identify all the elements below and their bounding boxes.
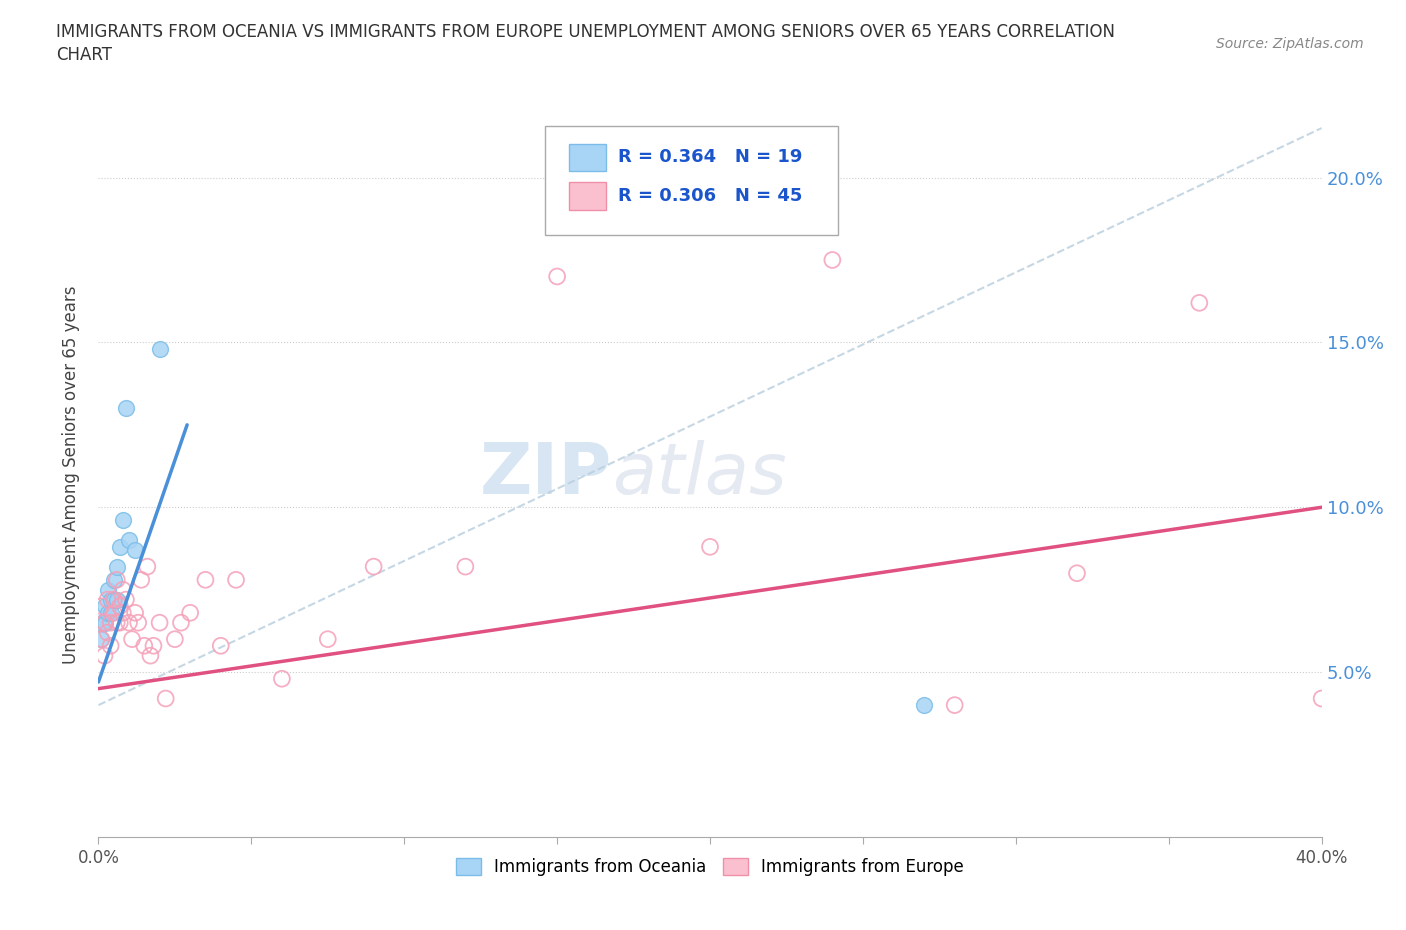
FancyBboxPatch shape bbox=[569, 182, 606, 209]
Point bbox=[1188, 296, 1211, 311]
Text: ZIP: ZIP bbox=[479, 440, 612, 509]
Point bbox=[912, 698, 935, 712]
Point bbox=[90, 599, 112, 614]
Point bbox=[103, 592, 125, 607]
Point bbox=[115, 401, 138, 416]
Point bbox=[103, 572, 125, 587]
Point bbox=[111, 582, 134, 597]
Text: atlas: atlas bbox=[612, 440, 787, 509]
Point bbox=[699, 539, 721, 554]
Point bbox=[97, 592, 120, 607]
Point bbox=[363, 559, 385, 574]
Point bbox=[121, 631, 143, 646]
Point bbox=[149, 616, 172, 631]
Point bbox=[103, 605, 125, 620]
Point bbox=[93, 599, 115, 614]
Point bbox=[136, 559, 159, 574]
Point bbox=[163, 631, 186, 646]
Point bbox=[179, 605, 201, 620]
Point bbox=[155, 691, 177, 706]
Point bbox=[108, 616, 131, 631]
Point bbox=[118, 616, 141, 631]
Point bbox=[100, 638, 122, 653]
Point bbox=[105, 572, 128, 587]
Point bbox=[90, 616, 112, 631]
Point bbox=[100, 605, 122, 620]
Point bbox=[821, 253, 844, 268]
FancyBboxPatch shape bbox=[546, 126, 838, 235]
Point bbox=[139, 648, 162, 663]
Point bbox=[90, 631, 112, 646]
Point bbox=[124, 543, 146, 558]
Point bbox=[105, 616, 128, 631]
Point bbox=[225, 572, 247, 587]
Point bbox=[1066, 565, 1088, 580]
Point bbox=[93, 616, 115, 631]
Point bbox=[129, 572, 152, 587]
Point bbox=[149, 341, 172, 356]
Text: Source: ZipAtlas.com: Source: ZipAtlas.com bbox=[1216, 37, 1364, 51]
Point bbox=[209, 638, 232, 653]
Point bbox=[108, 599, 131, 614]
Point bbox=[134, 638, 156, 653]
Point bbox=[454, 559, 477, 574]
Y-axis label: Unemployment Among Seniors over 65 years: Unemployment Among Seniors over 65 years bbox=[62, 286, 80, 663]
Point bbox=[93, 616, 115, 631]
Point bbox=[943, 698, 966, 712]
Point bbox=[108, 539, 131, 554]
Point bbox=[118, 533, 141, 548]
Point bbox=[111, 513, 134, 528]
Text: R = 0.364   N = 19: R = 0.364 N = 19 bbox=[619, 148, 803, 166]
Point bbox=[90, 631, 112, 646]
Legend: Immigrants from Oceania, Immigrants from Europe: Immigrants from Oceania, Immigrants from… bbox=[449, 852, 972, 883]
Point bbox=[1310, 691, 1333, 706]
Point bbox=[316, 631, 339, 646]
Point bbox=[111, 605, 134, 620]
Text: IMMIGRANTS FROM OCEANIA VS IMMIGRANTS FROM EUROPE UNEMPLOYMENT AMONG SENIORS OVE: IMMIGRANTS FROM OCEANIA VS IMMIGRANTS FR… bbox=[56, 23, 1115, 41]
Point bbox=[100, 616, 122, 631]
Point bbox=[97, 625, 120, 640]
Point bbox=[142, 638, 165, 653]
Point bbox=[100, 592, 122, 607]
Point bbox=[97, 582, 120, 597]
Point bbox=[270, 671, 292, 686]
Text: R = 0.306   N = 45: R = 0.306 N = 45 bbox=[619, 188, 803, 206]
Point bbox=[115, 592, 138, 607]
Text: CHART: CHART bbox=[56, 46, 112, 64]
Point bbox=[546, 269, 568, 284]
FancyBboxPatch shape bbox=[569, 143, 606, 171]
Point bbox=[105, 592, 128, 607]
Point bbox=[103, 592, 125, 607]
Point bbox=[93, 648, 115, 663]
Point bbox=[170, 616, 193, 631]
Point bbox=[194, 572, 217, 587]
Point bbox=[127, 616, 149, 631]
Point bbox=[105, 559, 128, 574]
Point bbox=[97, 605, 120, 620]
Point bbox=[124, 605, 146, 620]
